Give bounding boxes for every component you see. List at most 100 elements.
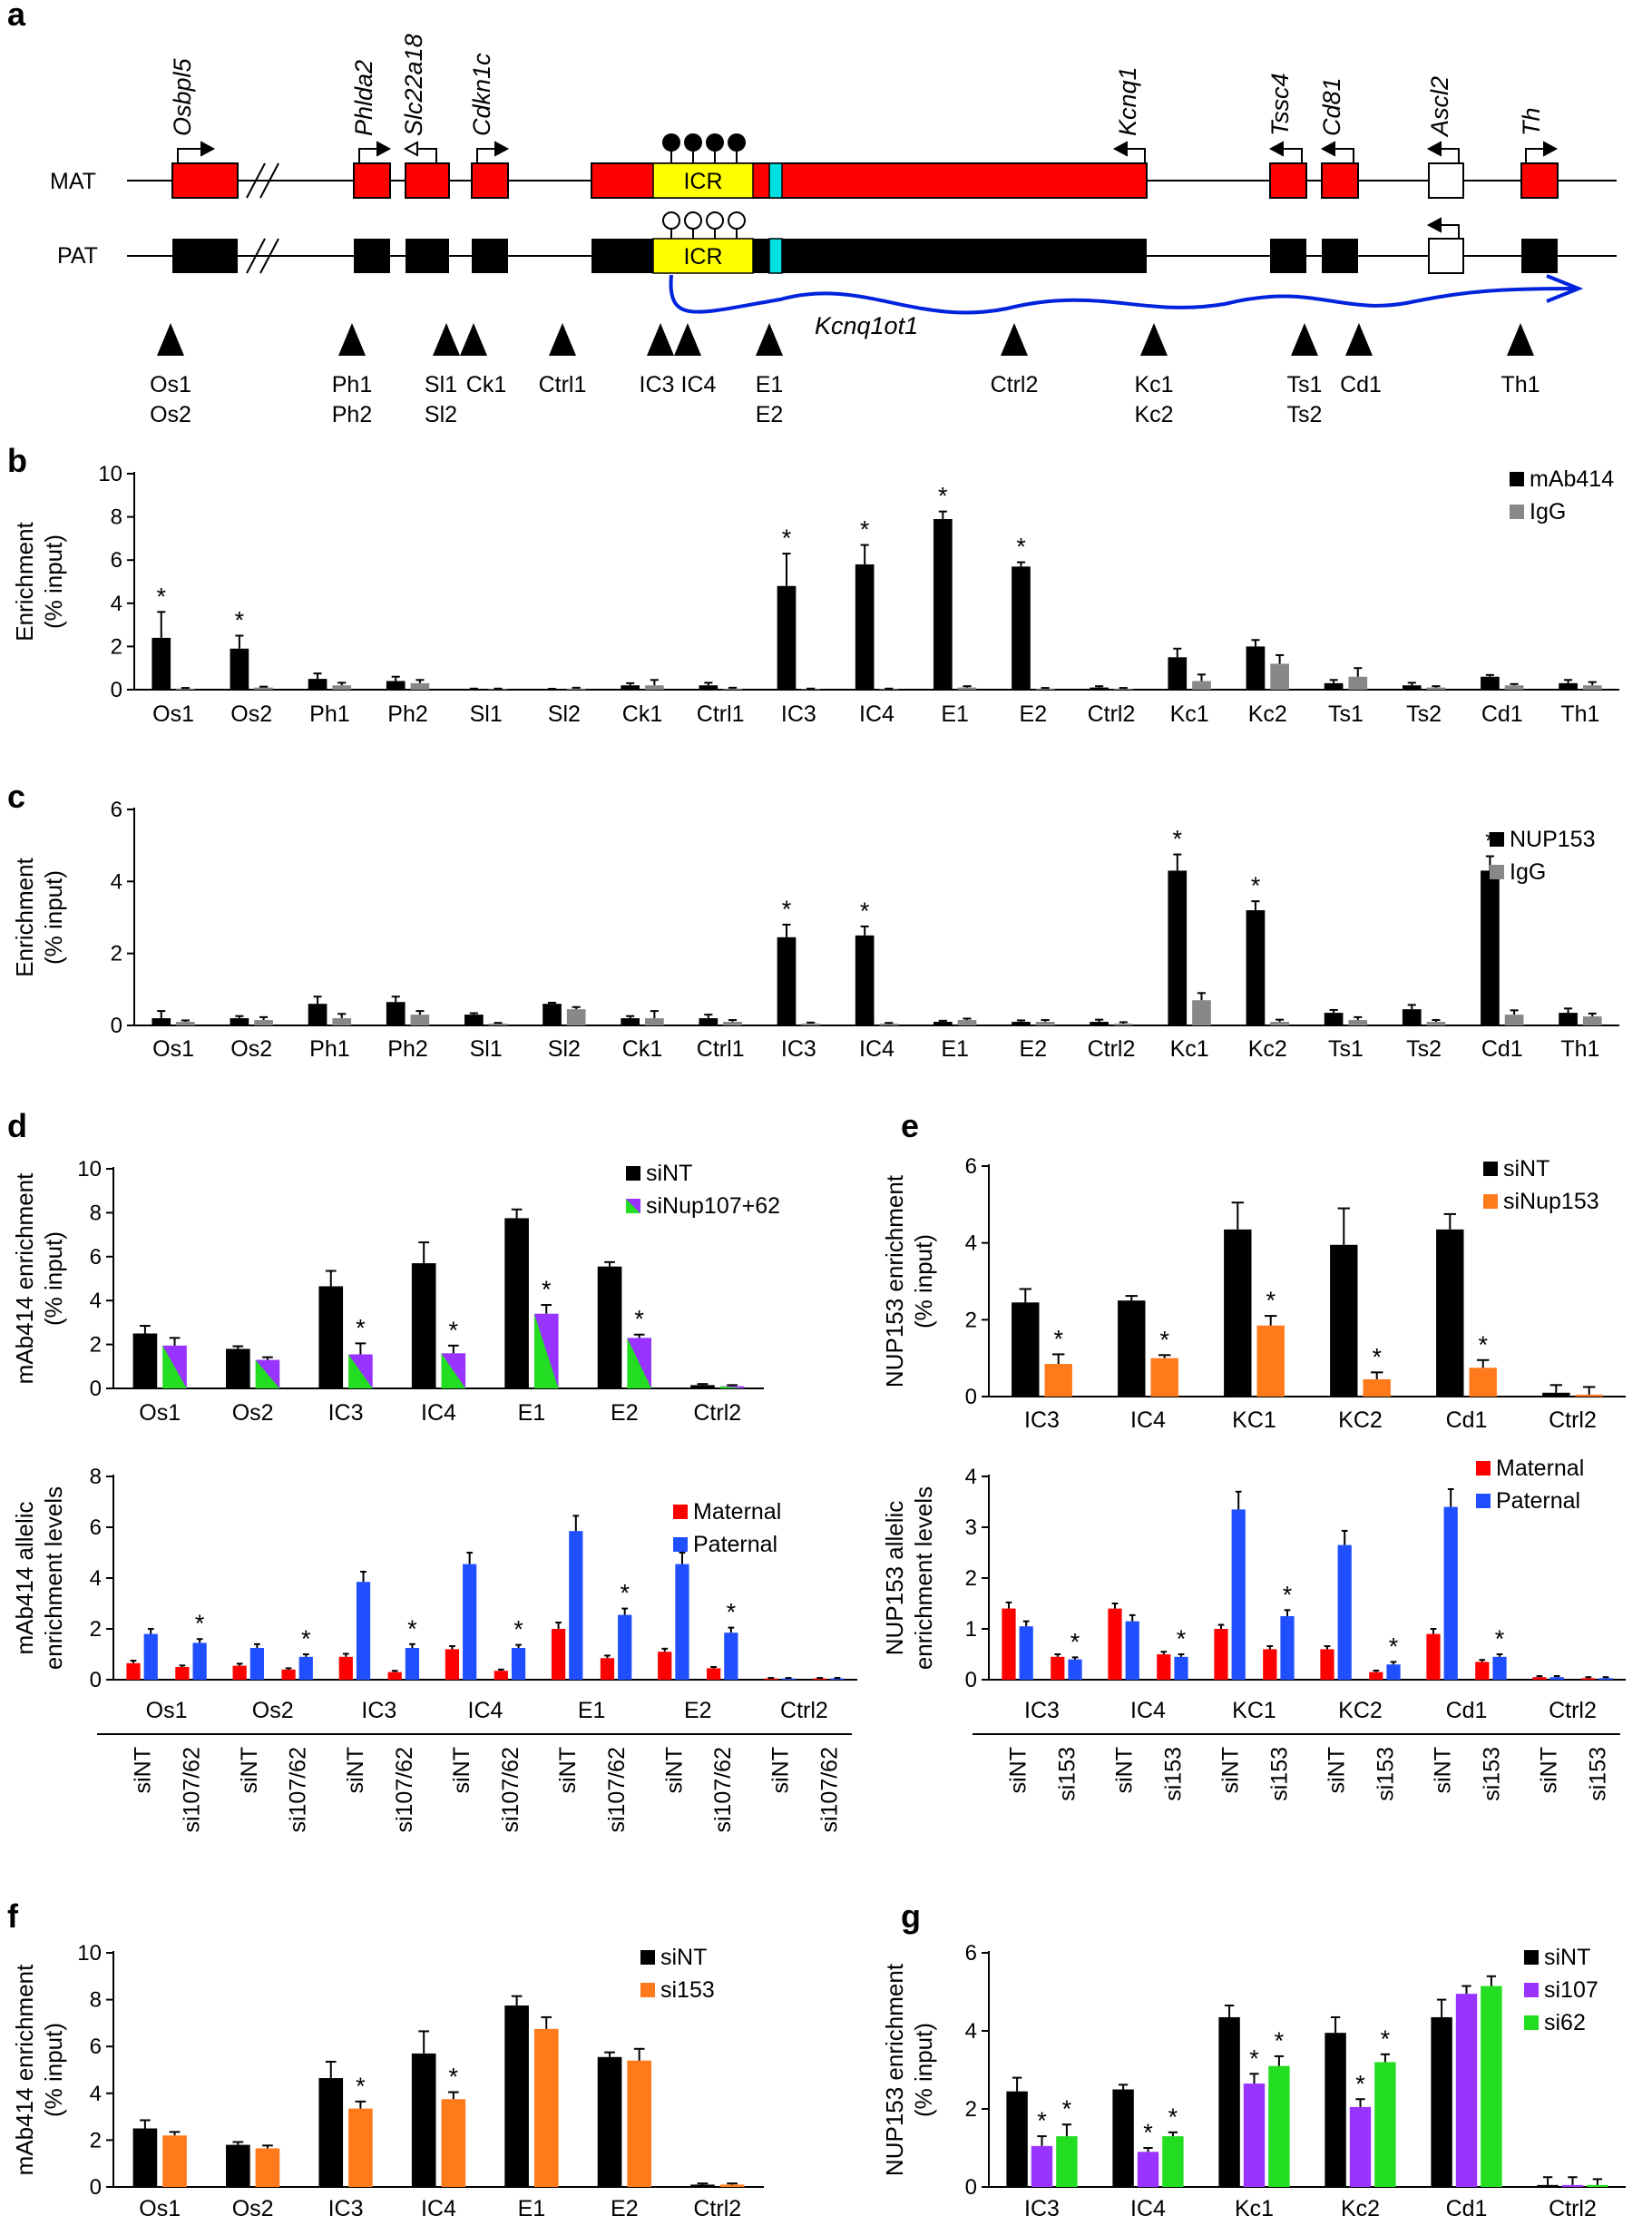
significance-star: * bbox=[1168, 2103, 1178, 2131]
bar-NUP153 bbox=[1246, 910, 1266, 1025]
bar-IgG bbox=[566, 1009, 586, 1025]
bar-Paternal bbox=[143, 1633, 158, 1680]
locus-schematic: a MAT PAT ICR ICR bbox=[7, 0, 1617, 427]
y-tick-label: 4 bbox=[90, 1289, 102, 1313]
bar-Maternal bbox=[1002, 1608, 1016, 1680]
legend-label: siNT bbox=[646, 1161, 692, 1186]
bar-Paternal bbox=[1019, 1626, 1033, 1680]
significance-star: * bbox=[449, 1317, 459, 1344]
bar-IgG bbox=[1348, 676, 1368, 690]
category-label: E2 bbox=[1020, 701, 1048, 727]
category-label: Ph1 bbox=[309, 701, 349, 727]
bar-siNup107+62 bbox=[162, 1345, 187, 1388]
legend-swatch bbox=[1490, 832, 1504, 847]
bar-Maternal bbox=[1475, 1662, 1490, 1680]
icr-mat-box bbox=[652, 162, 754, 199]
panel-letter-d: d bbox=[7, 1107, 27, 1144]
bar-NUP153 bbox=[543, 1004, 562, 1025]
y-tick-label: 2 bbox=[90, 2128, 102, 2152]
bar-siNup153 bbox=[1044, 1364, 1072, 1397]
probe-marker-icon bbox=[549, 323, 576, 356]
y-tick-label: 0 bbox=[965, 1385, 977, 1409]
paternal-strand-label: PAT bbox=[57, 243, 98, 269]
category-label: E1 bbox=[941, 701, 969, 727]
legend-swatch bbox=[626, 1199, 640, 1213]
y-tick-label: 2 bbox=[111, 942, 122, 966]
significance-star: * bbox=[1389, 1633, 1399, 1660]
bar-Paternal bbox=[1386, 1664, 1401, 1680]
bar-siNT bbox=[504, 2005, 529, 2187]
bar-si153 bbox=[348, 2108, 373, 2187]
chart-e_bottom: 0 1 2 3 4 NUP153 allelic enrichment levels * * * *… bbox=[881, 1456, 1626, 1801]
bar-mAb414 bbox=[933, 518, 953, 690]
ascl2-pat-box bbox=[1428, 238, 1464, 274]
y-axis-label: NUP153 allelic bbox=[881, 1501, 908, 1656]
bar-mAb414 bbox=[1246, 646, 1266, 690]
legend-label: siNup107+62 bbox=[646, 1193, 780, 1219]
bar-Paternal bbox=[511, 1648, 526, 1680]
significance-star: * bbox=[1177, 1625, 1187, 1652]
gene-label-kcnq1: Kcnq1 bbox=[1114, 66, 1141, 136]
bar-NUP153 bbox=[1559, 1013, 1578, 1025]
condition-label: si107/62 bbox=[392, 1747, 417, 1833]
probe-label: Os2 bbox=[150, 402, 191, 427]
significance-star: * bbox=[1266, 1287, 1276, 1314]
chart-d_top: d 0 2 4 6 8 10 mAb414 enrichment (% input) * * * * Os… bbox=[7, 1107, 780, 1426]
bar-IgG bbox=[957, 1020, 977, 1025]
y-tick-label: 6 bbox=[90, 1515, 102, 1540]
bar-IgG bbox=[332, 1018, 352, 1025]
significance-star: * bbox=[542, 1276, 552, 1303]
bar-Maternal bbox=[494, 1671, 508, 1680]
bar-si62 bbox=[1056, 2136, 1078, 2187]
category-label: Ts2 bbox=[1406, 701, 1442, 727]
bar-siNT bbox=[597, 2056, 622, 2187]
category-label: IC4 bbox=[1130, 2196, 1166, 2216]
kcnq1ot1-label: Kcnq1ot1 bbox=[815, 312, 918, 339]
category-label: IC3 bbox=[328, 1400, 364, 1426]
probe-marker-icon bbox=[674, 323, 701, 356]
bar-siNT bbox=[226, 2144, 250, 2187]
bar-siNT bbox=[690, 1385, 715, 1388]
bar-IgG bbox=[723, 1022, 742, 1025]
bar-Paternal bbox=[569, 1531, 583, 1680]
bar-siNT bbox=[504, 1218, 529, 1388]
significance-star: * bbox=[1249, 2044, 1259, 2072]
bar-siNT bbox=[1537, 2184, 1559, 2187]
probe-marker-icon bbox=[647, 323, 674, 356]
group-label: E1 bbox=[578, 1698, 606, 1723]
bar-IgG bbox=[645, 685, 664, 690]
bar-IgG bbox=[957, 687, 977, 690]
bar-siNup107+62 bbox=[441, 1353, 466, 1388]
category-label: KC2 bbox=[1338, 1407, 1383, 1433]
bar-Maternal bbox=[175, 1667, 190, 1680]
category-label: Cd1 bbox=[1446, 1407, 1488, 1433]
probe-label: Sl1 bbox=[425, 372, 457, 397]
bar-mAb414 bbox=[1324, 682, 1344, 690]
bar-mAb414 bbox=[386, 681, 406, 690]
probe-label: Ts1 bbox=[1287, 372, 1323, 397]
bar-siNT bbox=[1118, 1300, 1146, 1397]
significance-star: * bbox=[407, 1615, 417, 1642]
bar-NUP153 bbox=[464, 1015, 484, 1025]
significance-star: * bbox=[1016, 534, 1026, 561]
y-axis-label: Enrichment bbox=[11, 857, 38, 976]
legend-label: si107 bbox=[1544, 1977, 1598, 2003]
unmethylated-cpg-marks bbox=[662, 211, 746, 239]
bar-NUP153 bbox=[1012, 1022, 1031, 1025]
category-label: Ph2 bbox=[387, 1036, 427, 1062]
icr-pat-box bbox=[652, 238, 754, 274]
bar-si153 bbox=[441, 2099, 466, 2187]
category-label: Sl2 bbox=[548, 701, 581, 727]
y-tick-label: 2 bbox=[90, 1617, 102, 1642]
category-label: Ctrl1 bbox=[697, 1036, 745, 1062]
category-label: Ck1 bbox=[622, 701, 662, 727]
condition-label: si107/62 bbox=[604, 1747, 630, 1833]
th-pat-box bbox=[1521, 239, 1558, 273]
y-tick-label: 2 bbox=[111, 634, 122, 659]
bar-siNT bbox=[1436, 1229, 1464, 1397]
bar-NUP153 bbox=[933, 1022, 953, 1025]
condition-label: siNT bbox=[343, 1747, 368, 1793]
y-tick-label: 6 bbox=[965, 1154, 977, 1179]
gene-label-tssc4: Tssc4 bbox=[1266, 73, 1294, 136]
